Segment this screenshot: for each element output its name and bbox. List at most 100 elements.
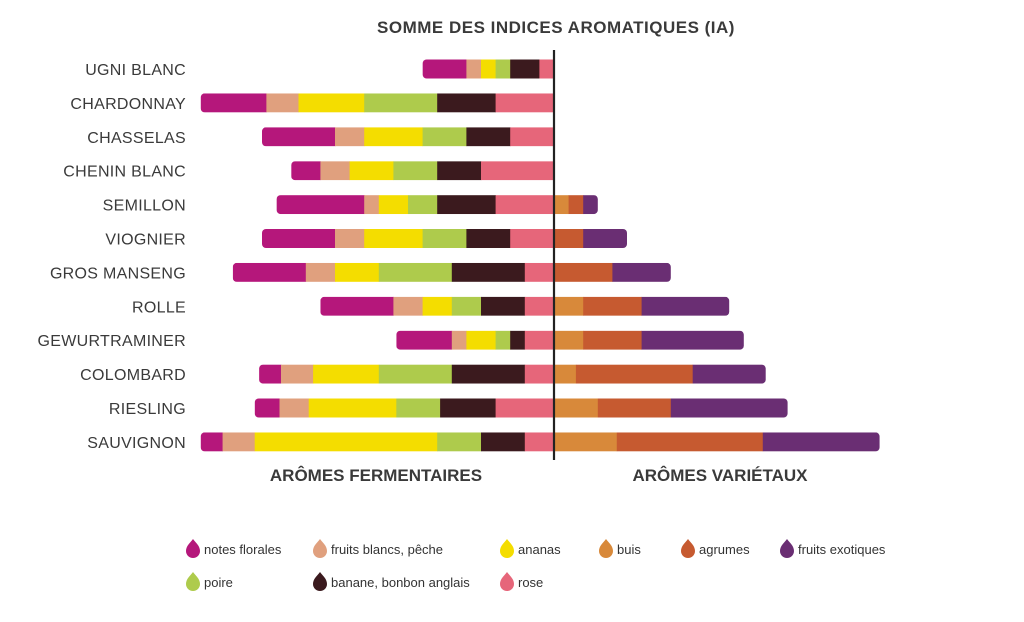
legend-item-notes-florales: notes florales [186,539,282,558]
bar-rolle-notes-florales [320,296,394,316]
category-label-riesling: RIESLING [109,401,186,418]
bar-stack-gros-manseng-right [554,262,671,282]
legend: notes florales fruits blancs, pêche ananas… [186,539,886,591]
bar-chenin-blanc-poire [393,161,438,181]
bar-chardonnay-fruits-blancs-peche [266,93,299,113]
bar-chenin-blanc-notes-florales [291,161,321,181]
bar-stack-sauvignon-left [200,432,555,452]
bar-stack-ugni-blanc-left [422,59,555,79]
bar-stack-chenin-blanc-left [291,161,555,181]
legend-item-fruits-exotiques: fruits exotiques [780,539,886,558]
bar-chasselas-notes-florales [262,127,336,147]
bar-semillon-notes-florales [276,195,365,215]
bar-chenin-blanc-ananas [349,161,394,181]
bar-rolle-agrumes [583,296,642,316]
bar-rolle-fruits-blancs-peche [393,296,423,316]
bar-rolle-banane-bonbon-anglais [481,296,526,316]
bar-semillon-rose [495,195,555,215]
bar-riesling-fruits-exotiques [670,398,788,418]
bar-gros-manseng-rose [524,262,555,282]
legend-label: banane, bonbon anglais [331,575,470,590]
bar-chenin-blanc-fruits-blancs-peche [320,161,350,181]
bar-stack-semillon-right [554,195,598,215]
bar-gros-manseng-fruits-exotiques [612,262,671,282]
legend-label: fruits exotiques [798,542,886,557]
bar-stack-sauvignon-right [554,432,880,452]
legend-drop-icon [681,539,695,558]
bar-stack-gros-manseng-left [232,262,555,282]
legend-label: poire [204,575,233,590]
legend-drop-icon [500,572,514,591]
bar-colombard-rose [524,364,555,384]
category-label-semillon: SEMILLON [103,198,186,215]
bar-riesling-buis [554,398,599,418]
chart-title: SOMME DES INDICES AROMATIQUES (IA) [377,18,735,37]
category-label-chasselas: CHASSELAS [87,130,186,147]
bar-stack-viognier-right [554,229,627,248]
legend-label: fruits blancs, pêche [331,542,443,557]
bar-stack-rolle-right [554,296,730,316]
bar-chardonnay-banane-bonbon-anglais [437,93,496,113]
bar-viognier-ananas [364,229,423,248]
bar-riesling-poire [396,398,441,418]
bar-sauvignon-banane-bonbon-anglais [481,432,526,452]
bar-stack-colombard-right [554,364,766,384]
bar-colombard-fruits-exotiques [692,364,766,384]
bar-gros-manseng-notes-florales [232,262,307,282]
category-label-gros-manseng: GROS MANSENG [50,265,186,282]
bar-gewurtraminer-agrumes [583,330,642,350]
legend-label: agrumes [699,542,750,557]
bar-rolle-ananas [422,296,453,316]
legend-label: ananas [518,542,561,557]
bar-ugni-blanc-fruits-blancs-peche [466,59,482,79]
bar-viognier-fruits-blancs-peche [335,229,365,248]
bar-gewurtraminer-notes-florales [396,330,453,350]
bar-sauvignon-poire [437,432,482,452]
bar-chasselas-banane-bonbon-anglais [466,127,511,147]
legend-drop-icon [313,539,327,558]
bar-semillon-fruits-blancs-peche [364,195,380,215]
bar-colombard-banane-bonbon-anglais [451,364,526,384]
bar-viognier-rose [510,229,555,248]
legend-item-poire: poire [186,572,233,591]
bar-ugni-blanc-notes-florales [422,59,467,79]
bar-gewurtraminer-fruits-blancs-peche [451,330,467,350]
legend-drop-icon [500,539,514,558]
category-label-ugni-blanc: UGNI BLANC [85,62,186,79]
legend-item-ananas: ananas [500,539,561,558]
bar-semillon-fruits-exotiques [583,195,598,215]
bar-stack-riesling-left [254,398,555,418]
legend-drop-icon [186,539,200,558]
bar-riesling-ananas [308,398,397,418]
bar-gros-manseng-poire [378,262,453,282]
bar-chardonnay-notes-florales [200,93,267,113]
bar-sauvignon-fruits-exotiques [762,432,880,452]
bar-rolle-fruits-exotiques [641,296,730,316]
category-label-viognier: VIOGNIER [105,232,186,249]
bar-sauvignon-ananas [254,432,438,452]
bar-gewurtraminer-rose [524,330,555,350]
bar-stack-semillon-left [276,195,555,215]
legend-label: notes florales [204,542,282,557]
legend-label: buis [617,542,641,557]
category-label-rolle: ROLLE [132,299,186,316]
bar-stack-colombard-left [259,364,555,384]
legend-drop-icon [186,572,200,591]
bar-chenin-blanc-rose [481,161,555,181]
bar-gros-manseng-banane-bonbon-anglais [451,262,526,282]
legend-item-rose: rose [500,572,543,591]
bar-semillon-poire [408,195,438,215]
bar-riesling-rose [495,398,555,418]
bar-chardonnay-poire [364,93,438,113]
bars-group [200,59,880,452]
bar-colombard-fruits-blancs-peche [280,364,314,384]
bar-rolle-buis [554,296,584,316]
bar-gros-manseng-agrumes [554,262,613,282]
bar-stack-chasselas-left [262,127,555,147]
bar-chardonnay-rose [495,93,555,113]
bar-gros-manseng-ananas [335,262,380,282]
bar-stack-gewurtraminer-right [554,330,744,350]
bar-chardonnay-ananas [298,93,365,113]
bar-stack-viognier-left [262,229,555,248]
